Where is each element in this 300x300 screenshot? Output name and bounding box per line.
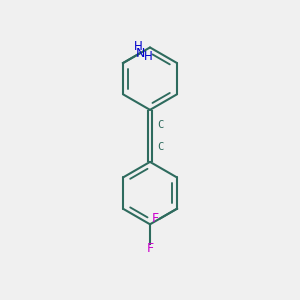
Text: H: H bbox=[134, 40, 142, 53]
Text: F: F bbox=[152, 212, 158, 225]
Text: H: H bbox=[144, 50, 152, 63]
Text: C: C bbox=[158, 120, 164, 130]
Text: C: C bbox=[158, 142, 164, 152]
Text: F: F bbox=[146, 242, 154, 256]
Text: N: N bbox=[136, 46, 145, 60]
